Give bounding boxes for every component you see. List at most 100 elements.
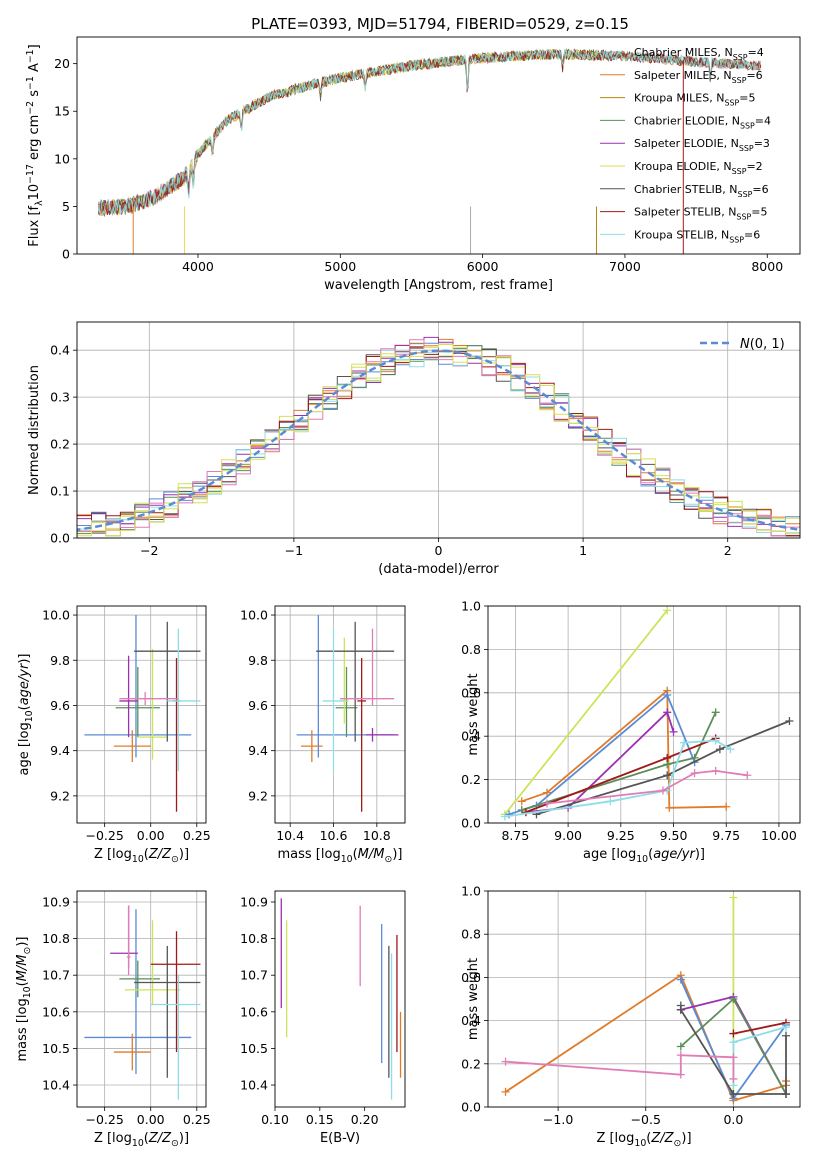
weight-point-marker — [781, 1031, 790, 1040]
plot-frame — [274, 605, 406, 824]
x-axis-label-part: ⊙ — [171, 1138, 179, 1149]
y-axis-label-part: 10 — [27, 184, 42, 201]
y-axis-label-part: −17 — [25, 164, 36, 184]
x-tick-label: 9.50 — [660, 828, 688, 843]
y-tick-label: 0.6 — [461, 970, 481, 985]
mass-vs-metallicity-plot: −0.25 0.00 0.25 10.4 10.5 10.6 10.7 10.8 10.9 Z [… — [15, 890, 211, 1149]
x-tick-label: 6000 — [467, 259, 499, 274]
weight-point-marker — [521, 808, 530, 817]
y-axis-label-part: −1 — [25, 49, 36, 63]
legend-label-part: =4 — [755, 114, 771, 127]
legend-label: Chabrier ELODIE, NSSP=4 — [634, 114, 771, 130]
y-tick-label: 9.4 — [248, 743, 268, 758]
x-tick-label: 9.25 — [607, 828, 635, 843]
spectrum-plot: 4000 5000 6000 7000 8000 0 5 10 15 20 Chabrier MIL… — [25, 36, 801, 293]
x-axis-label: Z [log10(Z/Z⊙)] — [596, 1131, 691, 1149]
x-axis-label-part: ( — [646, 1131, 651, 1146]
x-axis-label: E(B-V) — [320, 1131, 360, 1146]
x-axis-label-part: 10 — [132, 854, 144, 865]
y-axis-label: Normed distribution — [27, 365, 42, 495]
plot-frame — [487, 605, 801, 824]
x-tick-label: 8.75 — [501, 828, 529, 843]
y-tick-label: 0.0 — [50, 531, 70, 546]
legend-label-part: =4 — [748, 46, 764, 59]
x-tick-label: 0.00 — [137, 1112, 165, 1127]
x-axis-label-part: ( — [144, 847, 149, 862]
weight-series-line — [521, 688, 727, 809]
weight-point-marker — [501, 1087, 510, 1096]
weight-vs-age-plot: 8.75 9.00 9.25 9.50 9.75 10.00 0.0 0.2 0.4 0.6 0.8… — [461, 599, 801, 865]
y-tick-label: 0.0 — [461, 1100, 481, 1115]
x-axis-label: Z [log10(Z/Z⊙)] — [94, 847, 189, 865]
weight-point-marker — [676, 975, 685, 984]
legend-label-part: Chabrier STELIB, N — [634, 183, 738, 196]
spectrum-series-line — [97, 49, 597, 217]
y-tick-label: 9.8 — [50, 653, 70, 668]
weight-point-marker — [722, 802, 731, 811]
y-tick-label: 0.4 — [50, 343, 70, 358]
y-axis-label-part: )] — [15, 937, 30, 947]
y-axis-label-part: )] — [17, 653, 32, 663]
y-tick-label: 5 — [62, 199, 70, 214]
y-axis-label-part: λ — [34, 200, 45, 206]
y-axis-label-part: 10 — [24, 710, 35, 722]
weight-point-marker — [711, 708, 720, 717]
legend-label-part: SSP — [732, 76, 747, 85]
y-tick-label: 10.8 — [42, 931, 70, 946]
weight-series-line — [504, 739, 731, 818]
y-tick-label: 10.0 — [240, 608, 268, 623]
y-axis-label: Flux [fλ10−17 erg cm−2 s−1 A−1] — [25, 44, 45, 246]
weight-point-marker — [729, 1074, 738, 1083]
x-tick-label: 0.25 — [183, 1112, 211, 1127]
x-axis-label-part: )] — [179, 847, 189, 862]
y-axis-label-part: Normed distribution — [27, 365, 42, 495]
y-tick-label: 10 — [54, 151, 70, 166]
weight-point-marker — [501, 1057, 510, 1066]
y-tick-label: 0.2 — [461, 1056, 481, 1071]
legend-label: Salpeter MILES, NSSP=6 — [634, 69, 763, 85]
y-tick-label: 0 — [62, 247, 70, 262]
y-axis-label-part: −2 — [25, 101, 36, 115]
weight-point-marker — [690, 769, 699, 778]
weight-point-marker — [729, 893, 738, 902]
mass-vs-ebv-plot: 0.10 0.15 0.20 10.4 10.5 10.6 10.7 10.8 10.9 E(B-… — [240, 890, 406, 1146]
x-tick-label: 0 — [435, 543, 443, 558]
legend-label-part: Salpeter ELODIE, N — [634, 137, 739, 150]
x-axis-label-part: )] — [681, 1131, 691, 1146]
weight-point-marker — [543, 799, 552, 808]
y-tick-label: 10.6 — [42, 1004, 70, 1019]
x-tick-label: −2 — [140, 543, 158, 558]
legend-label-part: =6 — [744, 228, 760, 241]
x-axis-label-part: ⊙ — [171, 854, 179, 865]
weight-point-marker — [517, 805, 526, 814]
y-axis-label-part: mass [log — [15, 998, 30, 1061]
weight-point-marker — [743, 771, 752, 780]
plot-area — [501, 893, 790, 1105]
y-tick-label: 0.6 — [461, 685, 481, 700]
x-tick-label: 0.15 — [306, 1112, 334, 1127]
weight-point-marker — [729, 1090, 738, 1099]
spectrum-series-line — [97, 48, 762, 216]
x-tick-label: −0.25 — [85, 828, 123, 843]
y-tick-label: 9.2 — [248, 788, 268, 803]
x-axis-label: wavelength [Angstrom, rest frame] — [324, 278, 553, 293]
x-axis-label-part: wavelength [Angstrom, rest frame] — [324, 278, 553, 293]
y-tick-label: 1.0 — [461, 884, 481, 899]
x-axis-label-part: 10 — [634, 1138, 646, 1149]
y-axis-label-part: Flux [f — [27, 205, 42, 246]
legend-label-part: (0, 1) — [750, 337, 785, 352]
weight-point-marker — [500, 812, 509, 821]
y-tick-label: 1.0 — [461, 599, 481, 614]
x-axis-label-part: 10 — [132, 1138, 144, 1149]
y-axis-label-part: 10 — [22, 986, 33, 998]
weight-point-marker — [729, 1038, 738, 1047]
x-axis-label-part: ( — [353, 847, 358, 862]
legend-label-part: =5 — [739, 92, 755, 105]
legend-label: Kroupa MILES, NSSP=5 — [634, 92, 755, 108]
x-tick-label: 2 — [724, 543, 732, 558]
legend-label-part: SSP — [739, 144, 754, 153]
y-tick-label: 10.7 — [42, 968, 70, 983]
gaussian-curve — [77, 349, 800, 532]
legend-label-part: =5 — [751, 206, 767, 219]
